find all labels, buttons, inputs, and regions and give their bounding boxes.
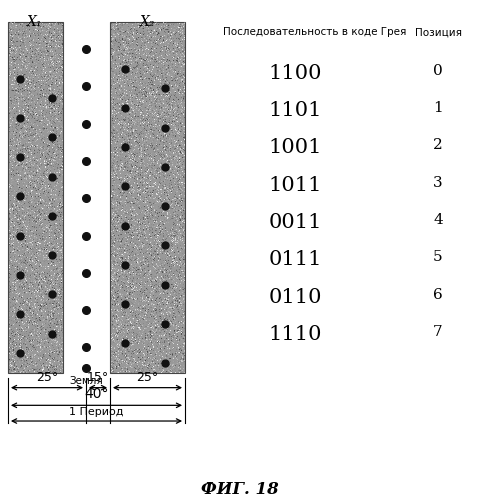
Text: 3: 3 <box>433 176 443 190</box>
Text: 40°: 40° <box>84 388 109 402</box>
Text: ФИГ. 18: ФИГ. 18 <box>201 481 279 498</box>
Text: 1001: 1001 <box>268 138 322 158</box>
Text: 1110: 1110 <box>268 325 322 344</box>
Text: Позиция: Позиция <box>415 28 461 38</box>
Text: 15°: 15° <box>87 370 109 384</box>
Text: 1100: 1100 <box>268 64 322 83</box>
Text: 0: 0 <box>433 64 443 78</box>
Text: 0011: 0011 <box>268 213 322 232</box>
Text: 1101: 1101 <box>268 101 322 120</box>
Text: 25°: 25° <box>136 370 158 384</box>
Text: 0110: 0110 <box>268 288 322 306</box>
Text: 1 Период: 1 Период <box>69 407 124 417</box>
Bar <box>8 22 63 373</box>
Text: X₁: X₁ <box>27 14 43 28</box>
Text: 1: 1 <box>433 101 443 115</box>
Text: 2: 2 <box>433 138 443 152</box>
Text: 25°: 25° <box>36 370 58 384</box>
Text: 7: 7 <box>433 325 443 339</box>
Text: 4: 4 <box>433 213 443 227</box>
Text: 5: 5 <box>433 250 443 264</box>
Text: Последовательность в коде Грея: Последовательность в коде Грея <box>223 28 407 38</box>
Text: 6: 6 <box>433 288 443 302</box>
Text: X₂: X₂ <box>140 14 156 28</box>
Text: 1011: 1011 <box>268 176 322 195</box>
Text: 0111: 0111 <box>268 250 322 270</box>
Text: Земля: Земля <box>69 376 103 386</box>
Bar <box>110 22 185 373</box>
